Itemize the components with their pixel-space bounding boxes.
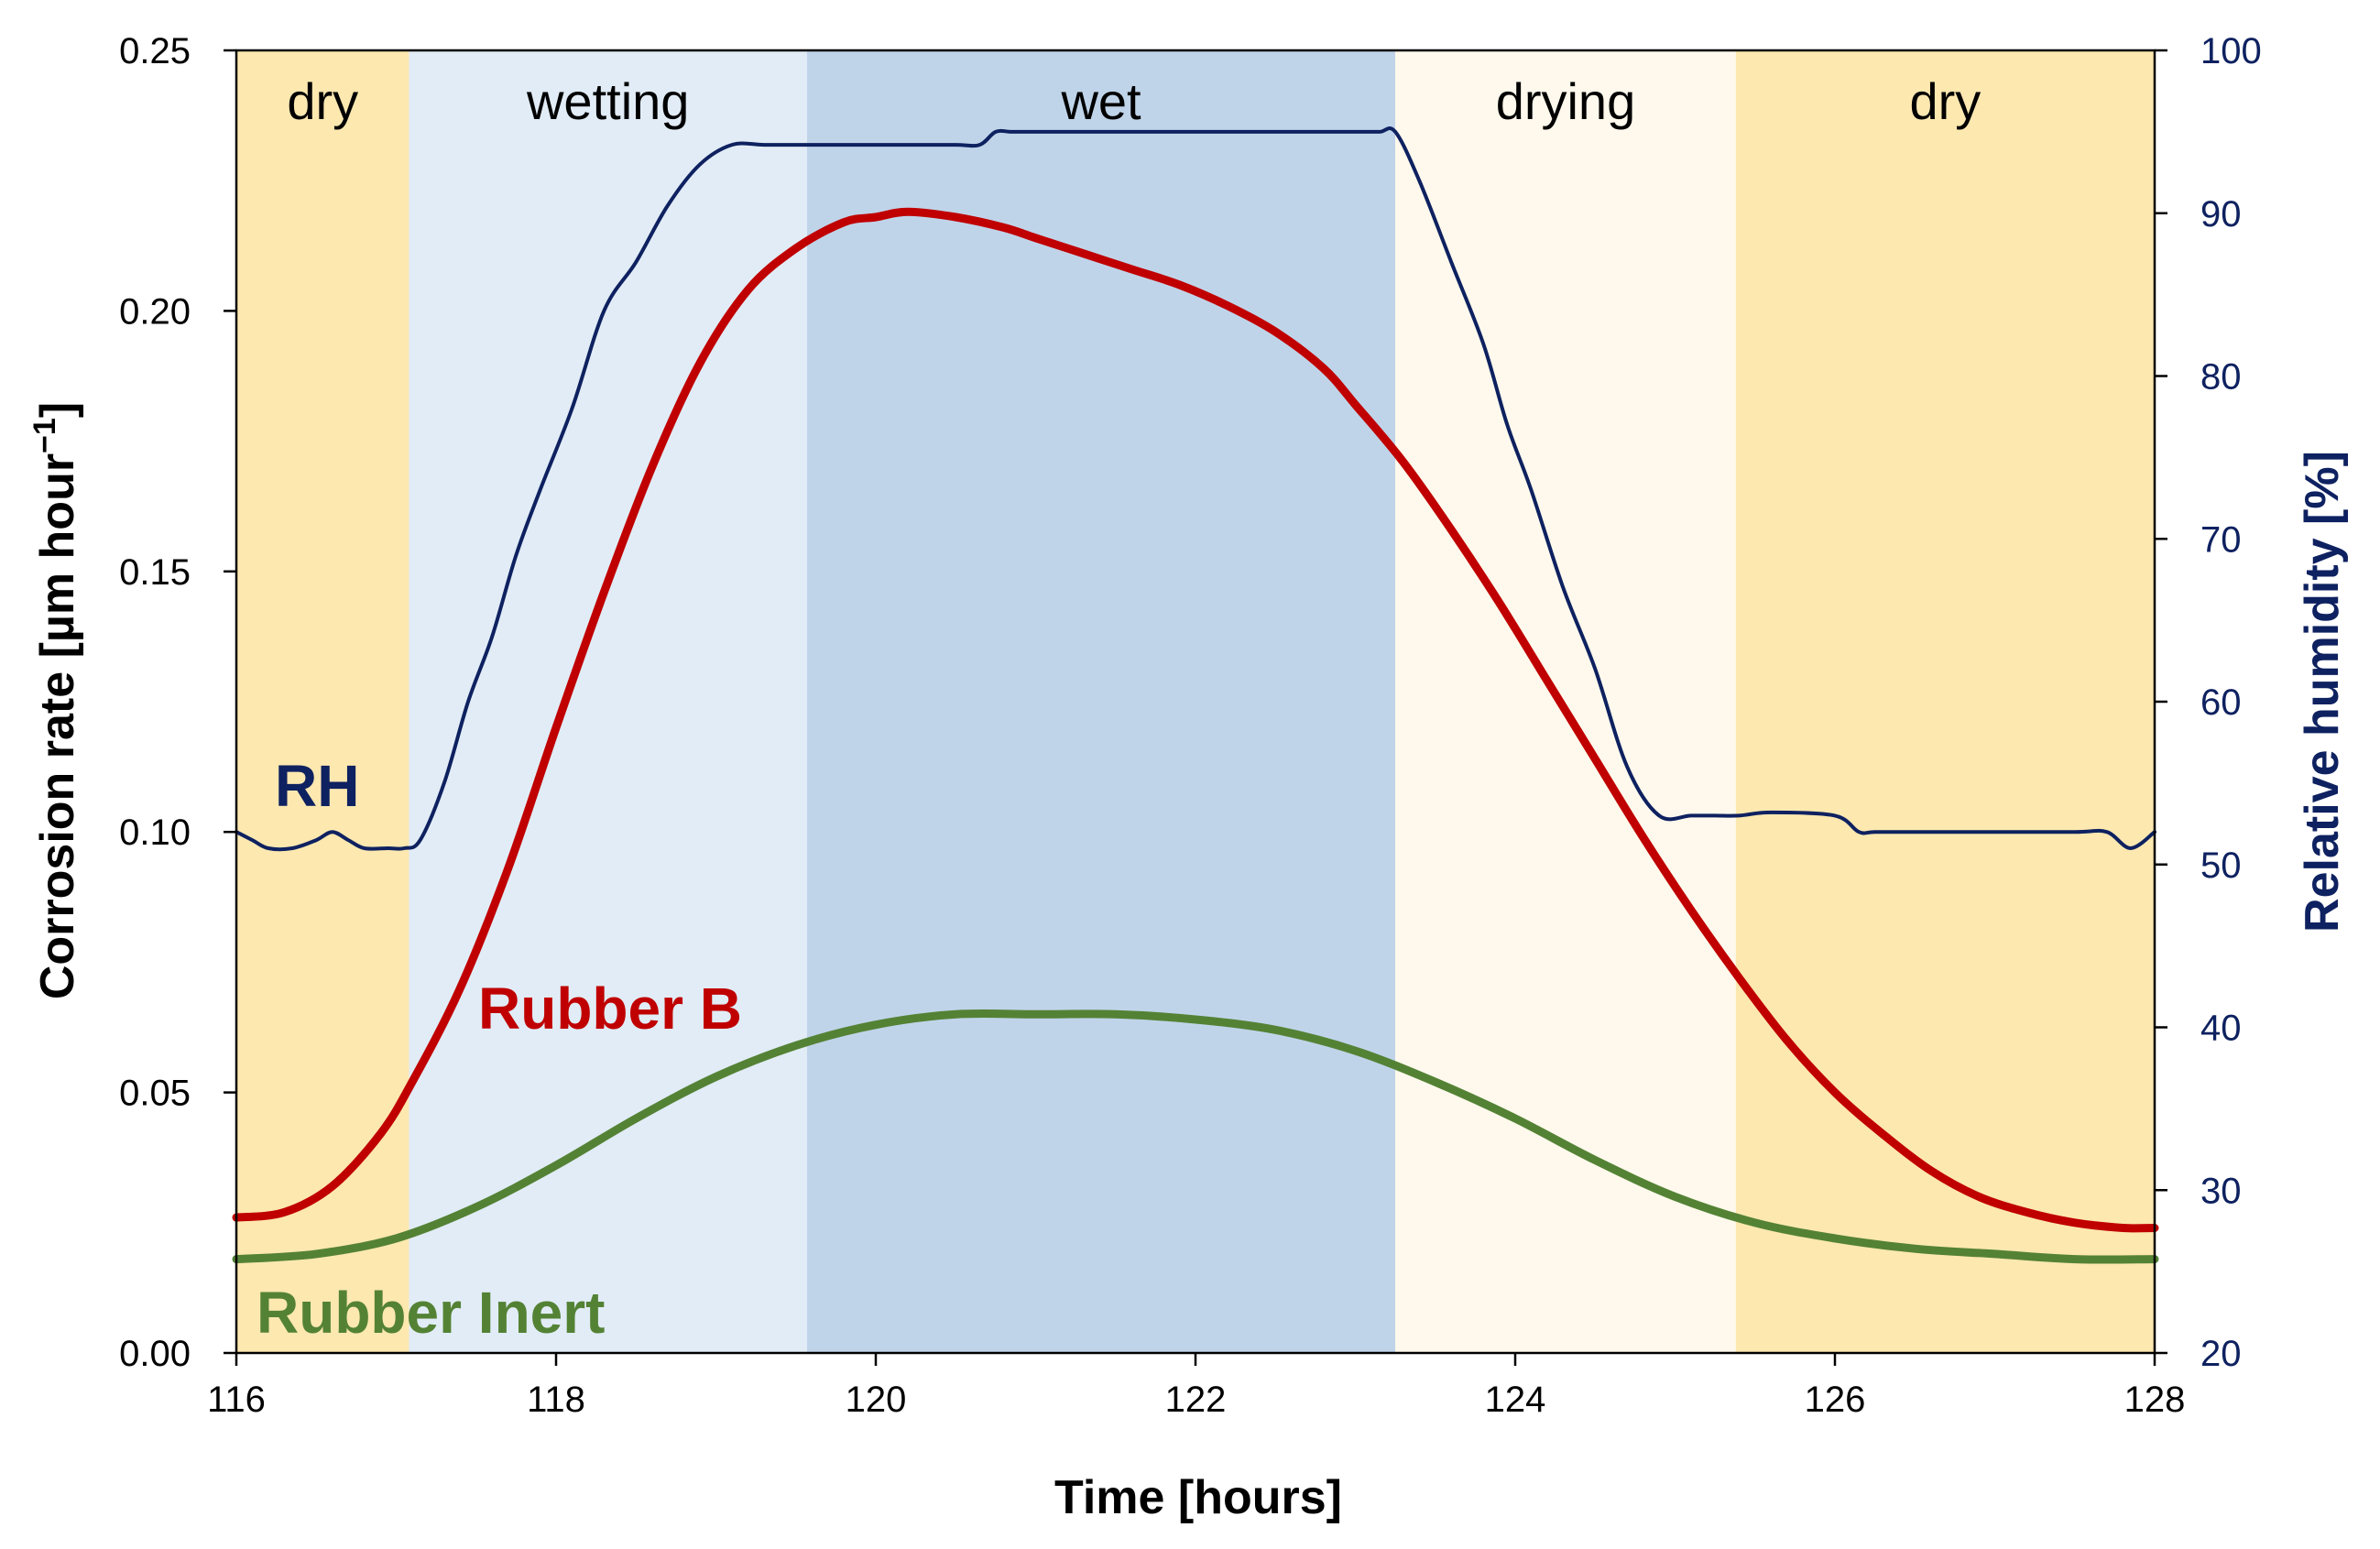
y-axis-title: Corrosion rate [µm hour−1] bbox=[27, 402, 84, 999]
phase-label-4: dry bbox=[1910, 72, 1982, 130]
y-axis-right: 20 30 40 50 60 70 80 90 100 bbox=[2155, 31, 2262, 1374]
y-axis-title-superscript: −1 bbox=[27, 418, 62, 453]
phase-label-0: dry bbox=[287, 72, 358, 130]
x-tick-label-6: 128 bbox=[2124, 1380, 2186, 1420]
phase-label-3: drying bbox=[1496, 72, 1636, 130]
x-tick-label-5: 126 bbox=[1805, 1380, 1866, 1420]
series-line-rubber-b bbox=[232, 207, 2159, 1233]
series-lines bbox=[232, 125, 2159, 1264]
y-tick-label-3: 0.15 bbox=[119, 552, 191, 593]
y2-tick-label-1: 30 bbox=[2200, 1171, 2242, 1211]
y-axis-left: 0.00 0.05 0.10 0.15 0.20 0.25 bbox=[119, 31, 236, 1374]
phase-band-4 bbox=[1735, 50, 2155, 1353]
x-axis-title: Time [hours] bbox=[1054, 1471, 1342, 1524]
y2-tick-label-7: 90 bbox=[2200, 194, 2242, 235]
phase-bands bbox=[236, 50, 2155, 1353]
y-tick-label-4: 0.20 bbox=[119, 291, 191, 332]
series-label-rubber-inert: Rubber Inert bbox=[257, 1280, 605, 1346]
y2-tick-label-2: 40 bbox=[2200, 1009, 2242, 1049]
y2-tick-label-0: 20 bbox=[2200, 1334, 2242, 1374]
x-tick-label-1: 118 bbox=[527, 1380, 585, 1420]
series-line-rubber-inert bbox=[232, 1009, 2159, 1264]
y-tick-label-1: 0.05 bbox=[119, 1074, 191, 1114]
series-line-rh bbox=[235, 125, 2156, 852]
x-tick-label-3: 122 bbox=[1165, 1380, 1227, 1420]
y-tick-label-0: 0.00 bbox=[119, 1334, 191, 1374]
y2-tick-label-8: 100 bbox=[2200, 31, 2262, 71]
x-axis: 116 118 120 122 124 126 128 bbox=[207, 1353, 2185, 1420]
y-tick-label-5: 0.25 bbox=[119, 31, 191, 71]
x-tick-label-2: 120 bbox=[846, 1380, 907, 1420]
phase-label-1: wetting bbox=[526, 72, 689, 130]
y2-tick-label-4: 60 bbox=[2200, 682, 2242, 723]
phase-labels: dry wetting wet drying dry bbox=[287, 72, 1981, 130]
phase-band-2 bbox=[806, 50, 1396, 1353]
phase-label-2: wet bbox=[1060, 72, 1141, 130]
y2-tick-label-6: 80 bbox=[2200, 357, 2242, 398]
x-tick-label-4: 124 bbox=[1485, 1380, 1546, 1420]
y2-tick-label-5: 70 bbox=[2200, 519, 2242, 560]
y-axis-title-main: Corrosion rate [µm hour bbox=[31, 453, 84, 999]
series-label-rh: RH bbox=[275, 753, 359, 819]
x-tick-label-0: 116 bbox=[207, 1380, 266, 1420]
series-label-rubber-b: Rubber B bbox=[478, 976, 742, 1042]
y-axis-title-close: ] bbox=[31, 402, 84, 418]
y-tick-label-2: 0.10 bbox=[119, 813, 191, 853]
y2-tick-label-3: 50 bbox=[2200, 845, 2242, 886]
y2-axis-title: Relative humidity [%] bbox=[2296, 451, 2349, 933]
phase-band-0 bbox=[236, 50, 409, 1353]
